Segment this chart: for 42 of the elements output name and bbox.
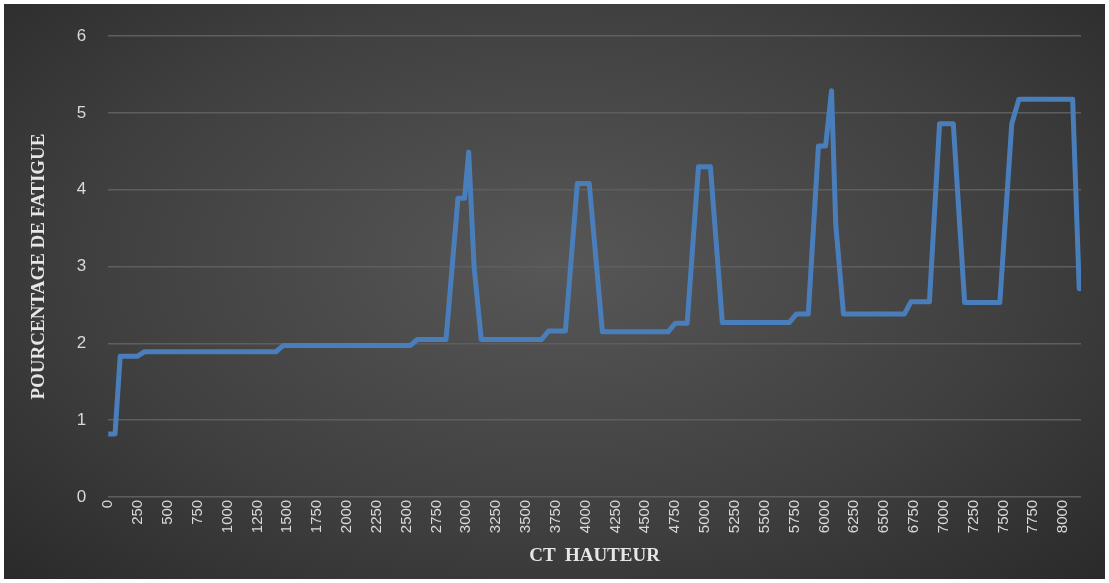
x-tick-label: 3000 bbox=[456, 499, 474, 534]
x-tick-label: 6500 bbox=[874, 499, 892, 534]
x-tick-label: 8000 bbox=[1053, 499, 1071, 534]
y-tick-label: 3 bbox=[76, 256, 87, 276]
x-tick-label: 1750 bbox=[307, 499, 325, 534]
y-axis-title: POURCENTAGE DE FATIGUE bbox=[27, 133, 49, 400]
y-tick-label: 0 bbox=[76, 486, 87, 506]
x-tick-label: 3250 bbox=[486, 499, 504, 534]
x-tick-label: 2250 bbox=[366, 499, 384, 534]
x-tick-label: 2750 bbox=[426, 499, 444, 534]
y-tick-label: 4 bbox=[76, 179, 87, 199]
x-tick-label: 5250 bbox=[725, 499, 743, 534]
x-tick-label: 2000 bbox=[337, 499, 355, 534]
x-tick-label: 7500 bbox=[993, 499, 1011, 534]
x-tick-label: 2500 bbox=[396, 499, 414, 534]
x-tick-label: 7000 bbox=[933, 499, 951, 534]
y-tick-label: 6 bbox=[76, 25, 87, 45]
x-tick-label: 3500 bbox=[516, 499, 534, 534]
y-tick-label: 2 bbox=[76, 332, 87, 352]
x-tick-label: 4000 bbox=[575, 499, 593, 534]
x-tick-label: 4250 bbox=[605, 499, 623, 534]
x-tick-label: 7250 bbox=[963, 499, 981, 534]
x-tick-label: 1250 bbox=[247, 499, 265, 534]
x-tick-label: 1500 bbox=[277, 499, 295, 534]
x-tick-label: 1000 bbox=[217, 499, 235, 534]
x-tick-label: 6750 bbox=[904, 499, 922, 534]
x-tick-label: 500 bbox=[158, 499, 176, 525]
x-tick-label: 4750 bbox=[665, 499, 683, 534]
x-tick-label: 6250 bbox=[844, 499, 862, 534]
x-tick-label: 250 bbox=[128, 499, 146, 525]
x-tick-label: 7750 bbox=[1023, 499, 1041, 534]
x-tick-label: 0 bbox=[98, 499, 116, 509]
x-tick-label: 750 bbox=[187, 499, 205, 525]
y-tick-label: 5 bbox=[76, 102, 87, 122]
x-axis-title: CT HAUTEUR bbox=[529, 543, 661, 565]
x-tick-label: 6000 bbox=[814, 499, 832, 534]
x-tick-label: 5500 bbox=[754, 499, 772, 534]
x-tick-label: 5000 bbox=[695, 499, 713, 534]
y-tick-label: 1 bbox=[76, 409, 87, 429]
x-tick-label: 3750 bbox=[545, 499, 563, 534]
x-tick-label: 5750 bbox=[784, 499, 802, 534]
x-tick-label: 4500 bbox=[635, 499, 653, 534]
